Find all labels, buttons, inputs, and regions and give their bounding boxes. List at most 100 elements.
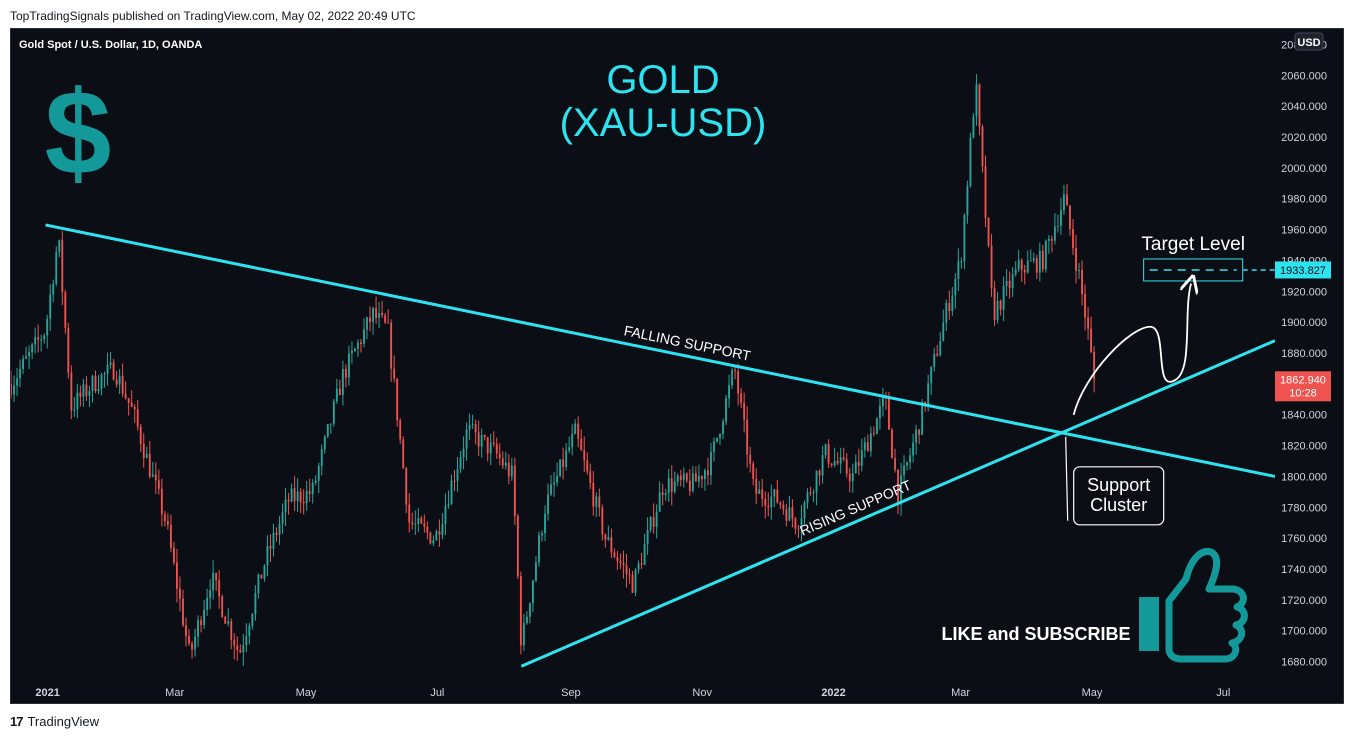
candle-body: [571, 433, 574, 448]
candle-body: [990, 245, 993, 289]
candle-body: [643, 544, 646, 565]
tradingview-brand-text: TradingView: [27, 714, 100, 729]
candle-body: [607, 537, 610, 540]
candle-body: [915, 429, 918, 443]
candle-body: [782, 504, 785, 510]
candle-body: [459, 457, 462, 469]
candle-body: [725, 398, 727, 422]
candle-body: [845, 459, 848, 474]
candle-body: [426, 526, 429, 533]
candle-body: [299, 491, 302, 503]
candle-body: [948, 302, 951, 312]
candle-body: [357, 342, 359, 349]
target-level-label: Target Level: [1141, 234, 1245, 255]
candle-body: [1041, 250, 1044, 270]
candle-body: [471, 424, 474, 426]
candle-body: [335, 388, 338, 402]
candlestick-chart[interactable]: 1680.000 1700.000 1720.000 1740.000 1760.000…: [11, 29, 1344, 704]
candle-body: [477, 432, 480, 447]
currency-badge[interactable]: USD: [1294, 32, 1324, 51]
candle-body: [266, 545, 269, 566]
candle-body: [960, 261, 963, 263]
candle-body: [652, 517, 655, 527]
candle-body: [492, 442, 495, 444]
candle-body: [842, 457, 845, 460]
time-axis-tick-label: Sep: [561, 687, 581, 699]
candle-body: [109, 362, 112, 366]
candle-body: [598, 496, 601, 508]
candle-body: [918, 429, 921, 435]
candle-body: [1084, 293, 1087, 318]
candle-body: [501, 458, 504, 466]
footer-brand[interactable]: 17 TradingView: [10, 714, 99, 729]
candle-body: [996, 300, 999, 320]
candle-body: [197, 620, 199, 637]
chart-panel[interactable]: 1680.000 1700.000 1720.000 1740.000 1760.000…: [10, 28, 1344, 704]
candle-body: [447, 504, 450, 506]
candle-body: [631, 574, 634, 593]
candle-body: [37, 337, 40, 340]
candle-body: [649, 517, 652, 530]
candle-body: [667, 478, 670, 494]
candle-body: [640, 563, 643, 565]
candle-body: [85, 384, 88, 397]
candles-layer: [11, 74, 1096, 666]
time-axis[interactable]: 2021 Mar May Jul Sep Nov 2022 Mar May Jul: [35, 687, 1230, 699]
candle-body: [320, 449, 323, 466]
candle-body: [1053, 226, 1056, 241]
candle-body: [495, 443, 498, 454]
price-axis[interactable]: 1680.000 1700.000 1720.000 1740.000 1760.000…: [1281, 39, 1327, 668]
candle-body: [951, 295, 954, 312]
candle-body: [854, 462, 857, 474]
candle-body: [206, 597, 209, 610]
projection-arrow: [1072, 284, 1191, 416]
candle-body: [414, 523, 417, 525]
candle-body: [272, 532, 275, 549]
candle-body: [528, 603, 531, 617]
candle-body: [830, 463, 833, 466]
candle-body: [381, 312, 384, 316]
candle-body: [474, 424, 477, 433]
candle-body: [387, 322, 390, 324]
time-axis-tick-label: Mar: [951, 687, 970, 699]
like-subscribe-text: LIKE and SUBSCRIBE: [941, 624, 1130, 644]
candle-body: [851, 473, 854, 482]
price-axis-tick-label: 1780.000: [1281, 502, 1327, 514]
candle-body: [978, 84, 981, 127]
candle-body: [70, 372, 73, 411]
trendline[interactable]: [520, 339, 1276, 668]
tradingview-logo-icon: 17: [10, 714, 24, 729]
price-axis-tick-label: 2000.000: [1281, 163, 1327, 175]
candle-body: [734, 370, 737, 372]
candle-body: [794, 518, 797, 529]
price-axis-bg: [1275, 29, 1343, 703]
candle-body: [583, 450, 586, 461]
candle-body: [257, 574, 260, 593]
candle-body: [1020, 259, 1023, 270]
trendline[interactable]: [45, 223, 1276, 478]
candle-body: [468, 424, 471, 430]
candle-body: [1081, 269, 1083, 294]
candle-body: [903, 465, 905, 476]
candle-body: [655, 511, 658, 527]
candle-body: [100, 374, 103, 389]
candle-body: [408, 504, 411, 523]
candle-body: [1087, 317, 1090, 329]
candle-body: [1038, 250, 1041, 273]
candle-body: [432, 540, 435, 544]
candle-body: [46, 318, 49, 336]
candle-body: [118, 375, 121, 385]
candle-body: [812, 492, 815, 494]
time-axis-tick-label: Nov: [692, 687, 712, 699]
candle-body: [462, 448, 465, 458]
candle-body: [803, 502, 806, 519]
candle-body: [399, 420, 402, 440]
candle-body: [1026, 260, 1029, 273]
candle-body: [661, 492, 664, 496]
candle-body: [827, 444, 830, 464]
candle-body: [592, 482, 595, 507]
candle-body: [372, 308, 374, 323]
candle-body: [154, 474, 157, 481]
candle-body: [586, 460, 589, 472]
target-price-value: 1933.827: [1280, 265, 1326, 277]
